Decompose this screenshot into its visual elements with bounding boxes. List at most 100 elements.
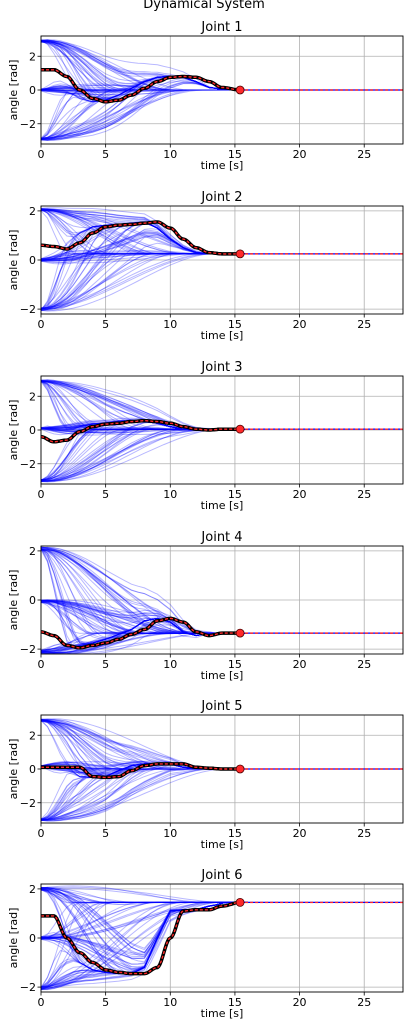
x-axis-label: time [s]	[201, 159, 244, 172]
reference-dashed-overlay	[40, 420, 241, 443]
final-point-marker	[235, 424, 245, 434]
trajectory-line	[41, 886, 248, 903]
y-tick-label: 0	[29, 763, 36, 776]
y-tick-label: 2	[29, 883, 36, 896]
reference-dashed-overlay	[41, 901, 241, 975]
reference-dashed-overlay	[40, 617, 241, 649]
trajectory-line	[41, 888, 248, 970]
trajectory-line	[41, 75, 248, 141]
trajectory-line	[41, 901, 248, 975]
trajectory-line	[41, 549, 248, 639]
trajectory-line	[41, 889, 248, 975]
trajectory-line	[41, 901, 248, 990]
trajectory-line	[41, 546, 248, 634]
y-axis-label: angle [rad]	[7, 60, 20, 121]
trajectory-line	[41, 546, 248, 634]
trajectory-line	[41, 599, 248, 634]
y-axis-label: angle [rad]	[7, 400, 20, 461]
x-tick-label: 0	[38, 318, 45, 331]
trajectory-line	[41, 600, 248, 634]
trajectory-line	[41, 887, 248, 903]
x-tick-label: 25	[357, 148, 371, 161]
x-tick-label: 25	[357, 488, 371, 501]
trajectory-line	[41, 901, 248, 991]
x-tick-label: 10	[163, 148, 177, 161]
trajectory-line	[41, 888, 248, 903]
y-tick-label: 0	[29, 84, 36, 97]
trajectory-line	[41, 617, 248, 654]
trajectory-line	[41, 600, 248, 634]
trajectory-line	[41, 40, 248, 91]
trajectory-line	[41, 547, 248, 646]
trajectory-line	[41, 549, 248, 634]
trajectory-line	[41, 601, 248, 634]
trajectory-line	[41, 75, 248, 140]
trajectory-line	[41, 632, 248, 654]
trajectory-line	[41, 75, 248, 103]
trajectory-line	[41, 901, 248, 960]
y-axis-label: angle [rad]	[7, 570, 20, 631]
y-tick-label: 0	[29, 254, 36, 267]
trajectory-line	[41, 89, 248, 141]
trajectory-line	[41, 901, 248, 990]
trajectory-line	[41, 901, 248, 965]
trajectory-line	[41, 887, 248, 905]
trajectory-line	[41, 549, 248, 634]
x-tick-label: 5	[102, 318, 109, 331]
trajectory-line	[41, 901, 248, 940]
trajectory-line	[41, 40, 248, 91]
trajectory-line	[41, 888, 248, 975]
y-axis-label: angle [rad]	[7, 908, 20, 969]
trajectory-line	[41, 889, 248, 975]
trajectory-line	[41, 89, 248, 96]
x-tick-label: 20	[293, 658, 307, 671]
x-tick-label: 20	[293, 827, 307, 840]
trajectory-line	[41, 901, 248, 973]
x-tick-label: 5	[102, 488, 109, 501]
trajectory-line	[41, 549, 248, 634]
trajectory-line	[41, 547, 248, 634]
trajectory-line	[41, 888, 248, 969]
trajectory-line	[41, 632, 248, 652]
y-tick-label: −2	[20, 643, 36, 656]
chart-panel-5: 0 5 10 15 20 25 −2 0 2 Joint 5 time [s] angle [rad]	[7, 699, 404, 851]
trajectory-line	[41, 901, 248, 991]
trajectory-line	[41, 617, 248, 651]
trajectory-line	[41, 901, 248, 940]
x-tick-label: 10	[163, 318, 177, 331]
trajectory-line	[41, 630, 248, 651]
trajectory-line	[41, 599, 248, 637]
trajectory-line	[41, 40, 248, 91]
y-tick-label: 0	[29, 932, 36, 945]
trajectory-line	[41, 599, 248, 634]
reference-dashed-overlay	[41, 221, 241, 255]
trajectory-line	[41, 901, 248, 989]
trajectory-line	[41, 901, 248, 988]
trajectory-line	[41, 89, 248, 92]
trajectory-line	[41, 901, 248, 939]
trajectory-line	[41, 40, 248, 91]
trajectory-line	[41, 901, 248, 939]
trajectory-line	[41, 39, 248, 99]
trajectory-line	[41, 75, 248, 139]
trajectory-line	[41, 82, 248, 140]
trajectory-line	[41, 89, 248, 140]
trajectory-line	[41, 548, 248, 635]
trajectory-line	[41, 549, 248, 635]
x-tick-label: 15	[228, 996, 242, 1009]
trajectory-line	[41, 632, 248, 654]
trajectory-line	[41, 901, 248, 988]
trajectory-line	[41, 599, 248, 634]
x-tick-label: 5	[102, 996, 109, 1009]
trajectory-line	[41, 599, 248, 634]
trajectory-line	[41, 901, 248, 988]
trajectory-line	[41, 901, 248, 959]
trajectory-line	[41, 901, 248, 938]
trajectory-line	[41, 632, 248, 654]
trajectory-line	[41, 41, 248, 91]
trajectory-line	[41, 887, 248, 903]
x-tick-label: 15	[228, 148, 242, 161]
trajectory-line	[41, 601, 248, 640]
